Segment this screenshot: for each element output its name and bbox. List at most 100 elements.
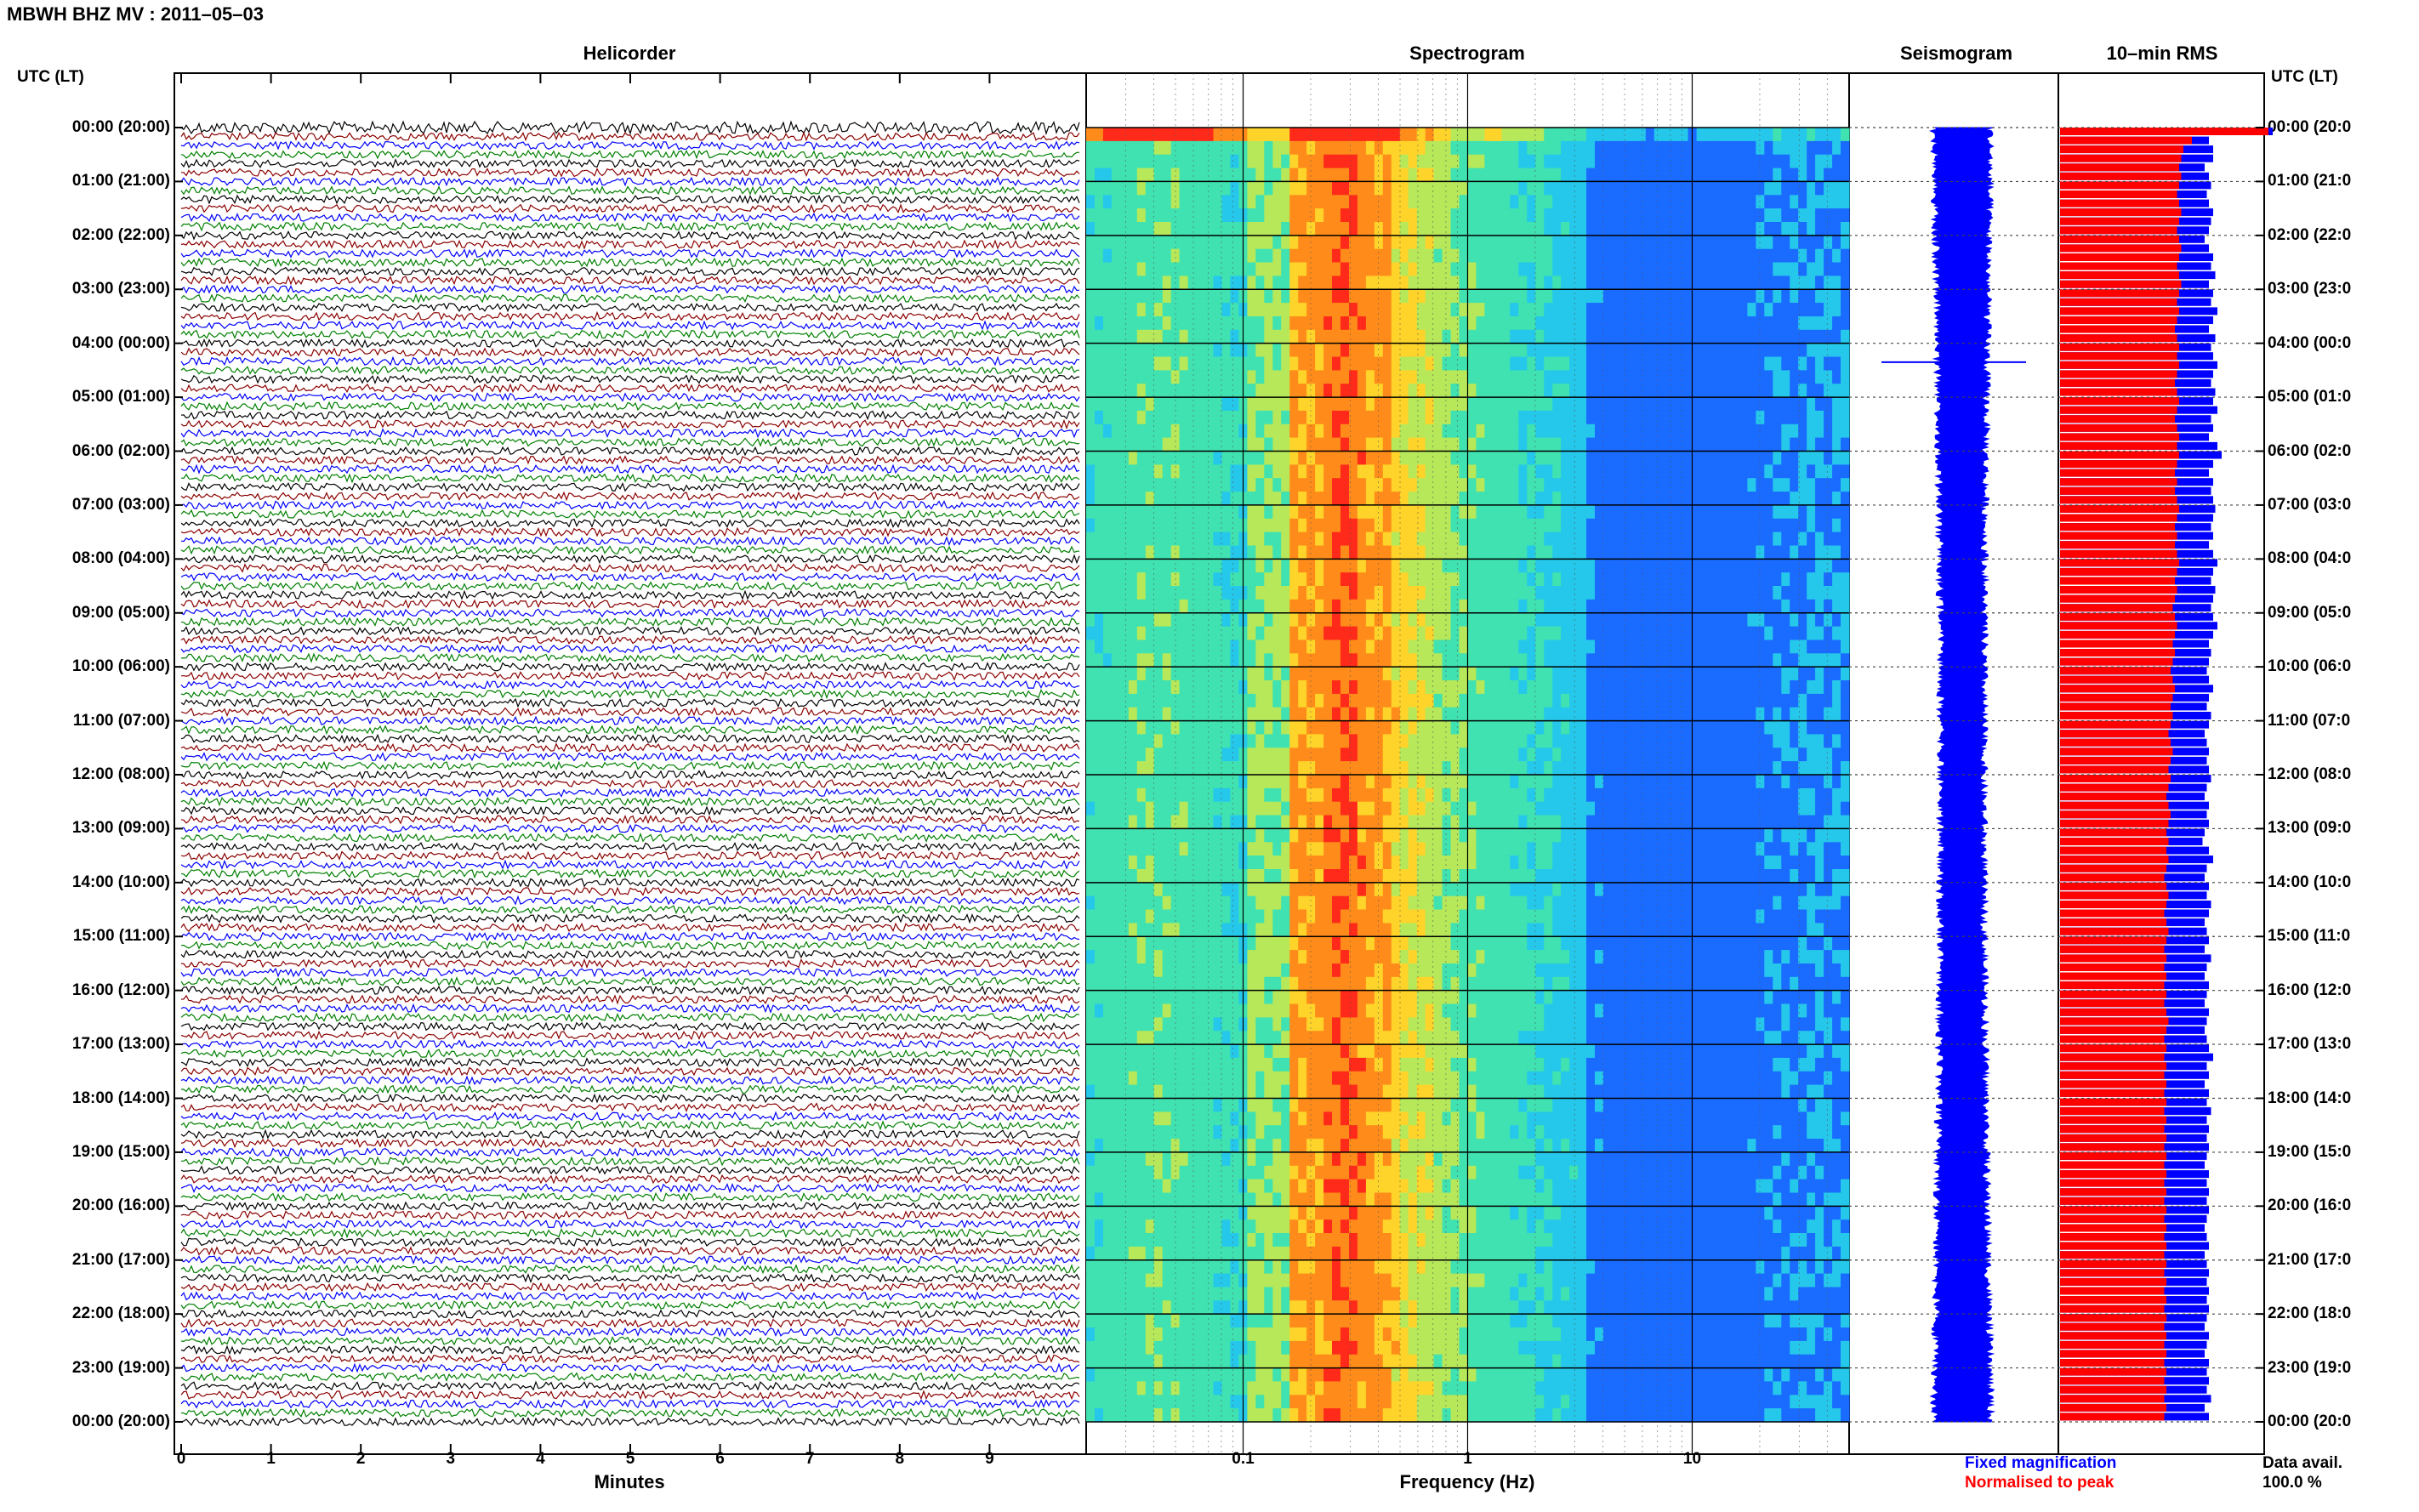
- spectrogram-cell: [1391, 423, 1401, 439]
- spectrogram-cell: [1179, 437, 1189, 452]
- spectrogram-cell: [1416, 734, 1426, 748]
- spectrogram-cell: [1298, 356, 1307, 371]
- helicorder-trace: [180, 580, 1080, 591]
- spectrogram-cell: [1459, 815, 1469, 830]
- spectrogram-cell: [1756, 653, 1765, 668]
- spectrogram-cell: [1739, 572, 1748, 587]
- spectrogram-cell: [1739, 128, 1748, 142]
- helicorder-trace: [180, 1317, 1080, 1328]
- spectrogram-cell: [1790, 384, 1799, 398]
- spectrogram-cell: [1824, 720, 1833, 736]
- spectrogram-cell: [1815, 761, 1824, 776]
- spectrogram-cell: [1179, 248, 1189, 264]
- spectrogram-cell: [1510, 559, 1519, 573]
- spectrogram-cell: [1374, 235, 1384, 250]
- spectrogram-cell: [1807, 518, 1816, 533]
- spectrogram-cell: [1493, 316, 1502, 331]
- spectrogram-cell: [1798, 599, 1807, 614]
- spectrogram-cell: [1476, 397, 1486, 412]
- spectrogram-cell: [1128, 168, 1138, 183]
- spectrogram-cell: [1221, 181, 1232, 196]
- spectrogram-cell: [1756, 761, 1765, 776]
- spectrogram-cell: [1391, 478, 1401, 492]
- spectrogram-cell: [1187, 195, 1198, 209]
- spectrogram-cell: [1544, 437, 1553, 452]
- spectrogram-cell: [1095, 504, 1104, 520]
- spectrogram-cell: [1552, 316, 1562, 331]
- spectrogram-cell: [1289, 734, 1299, 748]
- spectrogram-cell: [1764, 693, 1773, 708]
- spectrogram-cell: [1111, 437, 1121, 452]
- spectrogram-cell: [1773, 612, 1782, 628]
- spectrogram-cell: [1289, 303, 1299, 317]
- spectrogram-cell: [1679, 168, 1689, 183]
- spectrogram-cell: [1442, 680, 1452, 695]
- spectrogram-cell: [1662, 303, 1672, 317]
- spectrogram-cell: [1790, 235, 1799, 250]
- spectrogram-cell: [1450, 599, 1460, 614]
- spectrogram-cell: [1510, 397, 1519, 412]
- spectrogram-cell: [1501, 599, 1511, 614]
- spectrogram-cell: [1628, 423, 1638, 439]
- spectrogram-cell: [1315, 693, 1324, 708]
- spectrogram-cell: [1255, 531, 1265, 547]
- spectrogram-cell: [1086, 815, 1096, 830]
- helicorder-trace: [180, 185, 1080, 196]
- spectrogram-cell: [1713, 181, 1723, 196]
- spectrogram-cell: [1289, 478, 1299, 492]
- spectrogram-cell: [1111, 667, 1121, 681]
- spectrogram-cell: [1739, 181, 1748, 196]
- spectrogram-cell: [1730, 248, 1740, 264]
- spectrogram-cell: [1365, 734, 1375, 748]
- spectrogram-cell: [1179, 504, 1189, 520]
- spectrogram-cell: [1179, 559, 1189, 573]
- spectrogram-cell: [1798, 195, 1807, 209]
- spectrogram-cell: [1535, 747, 1545, 762]
- spectrogram-cell: [1247, 559, 1256, 573]
- spectrogram-cell: [1221, 289, 1232, 304]
- spectrogram-cell: [1807, 464, 1816, 479]
- spectrogram-cell: [1272, 356, 1282, 371]
- spectrogram-cell: [1773, 761, 1782, 776]
- spectrogram-cell: [1679, 195, 1689, 209]
- spectrogram-cell: [1357, 693, 1367, 708]
- spectrogram-cell: [1586, 168, 1596, 183]
- spectrogram-cell: [1493, 747, 1502, 762]
- spectrogram-cell: [1501, 195, 1511, 209]
- spectrogram-cell: [1340, 128, 1350, 142]
- spectrogram-cell: [1535, 639, 1545, 654]
- time-label-right: 17:00 (13:0: [2268, 1035, 2352, 1054]
- spectrogram-cell: [1289, 437, 1299, 452]
- spectrogram-cell: [1382, 370, 1392, 384]
- spectrogram-cell: [1595, 437, 1604, 452]
- spectrogram-cell: [1340, 289, 1350, 304]
- spectrogram-cell: [1095, 464, 1104, 479]
- spectrogram-cell: [1196, 128, 1206, 142]
- spectrogram-cell: [1382, 128, 1392, 142]
- spectrogram-cell: [1230, 572, 1239, 587]
- spectrogram-cell: [1162, 343, 1172, 358]
- spectrogram-cell: [1153, 195, 1164, 209]
- spectrogram-cell: [1433, 289, 1443, 304]
- spectrogram-cell: [1696, 195, 1706, 209]
- spectrogram-cell: [1340, 775, 1350, 789]
- spectrogram-cell: [1705, 289, 1715, 304]
- spectrogram-cell: [1713, 248, 1723, 264]
- spectrogram-cell: [1841, 289, 1850, 304]
- spectrogram-cell: [1213, 653, 1223, 668]
- spectrogram-cell: [1433, 262, 1443, 276]
- spectrogram-cell: [1645, 316, 1655, 331]
- spectrogram-cell: [1611, 356, 1621, 371]
- spectrogram-cell: [1815, 787, 1824, 803]
- spectrogram-cell: [1255, 801, 1265, 816]
- spectrogram-cell: [1247, 531, 1256, 547]
- helicorder-trace: [180, 607, 1080, 618]
- spectrogram-cell: [1569, 195, 1579, 209]
- spectrogram-cell: [1527, 545, 1536, 560]
- spectrogram-cell: [1552, 693, 1562, 708]
- spectrogram-cell: [1824, 492, 1833, 506]
- spectrogram-cell: [1086, 181, 1096, 196]
- spectrogram-cell: [1306, 181, 1316, 196]
- spectrogram-cell: [1790, 680, 1799, 695]
- spectrogram-cell: [1323, 720, 1333, 736]
